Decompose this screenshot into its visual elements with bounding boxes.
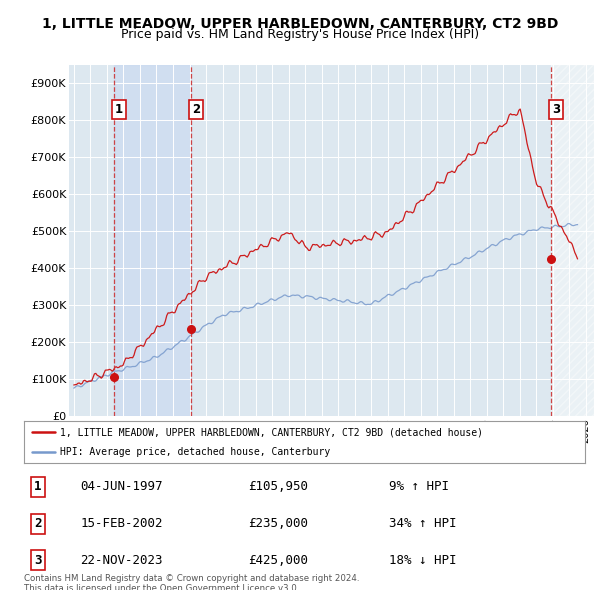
Text: 3: 3: [552, 103, 560, 116]
Text: 22-NOV-2023: 22-NOV-2023: [80, 554, 163, 567]
Text: Contains HM Land Registry data © Crown copyright and database right 2024.
This d: Contains HM Land Registry data © Crown c…: [24, 574, 359, 590]
Text: 2: 2: [193, 103, 200, 116]
Text: 1: 1: [34, 480, 42, 493]
Bar: [551, 65, 594, 416]
Text: £425,000: £425,000: [248, 554, 308, 567]
Text: HPI: Average price, detached house, Canterbury: HPI: Average price, detached house, Cant…: [61, 447, 331, 457]
Text: 2: 2: [34, 517, 42, 530]
Text: 34% ↑ HPI: 34% ↑ HPI: [389, 517, 456, 530]
Text: 3: 3: [34, 554, 42, 567]
Text: 04-JUN-1997: 04-JUN-1997: [80, 480, 163, 493]
Bar: [114, 65, 191, 416]
Text: 9% ↑ HPI: 9% ↑ HPI: [389, 480, 449, 493]
Text: £235,000: £235,000: [248, 517, 308, 530]
Text: 1: 1: [115, 103, 123, 116]
Text: £105,950: £105,950: [248, 480, 308, 493]
Text: 1, LITTLE MEADOW, UPPER HARBLEDOWN, CANTERBURY, CT2 9BD (detached house): 1, LITTLE MEADOW, UPPER HARBLEDOWN, CANT…: [61, 427, 484, 437]
Text: Price paid vs. HM Land Registry's House Price Index (HPI): Price paid vs. HM Land Registry's House …: [121, 28, 479, 41]
Text: 15-FEB-2002: 15-FEB-2002: [80, 517, 163, 530]
Text: 18% ↓ HPI: 18% ↓ HPI: [389, 554, 456, 567]
Text: 1, LITTLE MEADOW, UPPER HARBLEDOWN, CANTERBURY, CT2 9BD: 1, LITTLE MEADOW, UPPER HARBLEDOWN, CANT…: [42, 17, 558, 31]
